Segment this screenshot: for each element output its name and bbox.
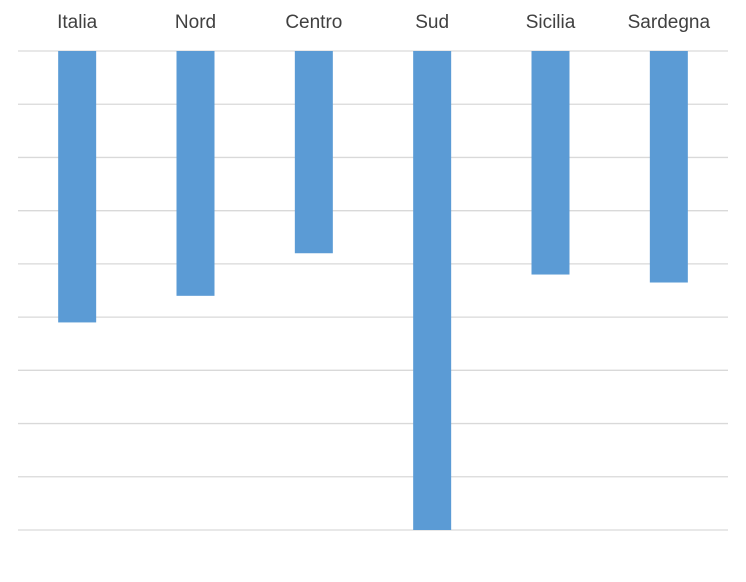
bar-sicilia	[531, 51, 570, 275]
gridlines	[18, 50, 728, 531]
category-labels: Italia Nord Centro Sud Sicilia Sardegna	[57, 12, 710, 33]
bar-nord	[176, 51, 215, 296]
bar-sardegna	[649, 51, 688, 283]
category-label-nord: Nord	[175, 12, 216, 33]
bars	[58, 51, 688, 530]
bar-centro	[294, 51, 333, 254]
category-label-centro: Centro	[285, 12, 342, 33]
bar-italia	[58, 51, 97, 323]
category-label-italia: Italia	[57, 12, 98, 33]
bar-sud	[413, 51, 452, 530]
category-label-sardegna: Sardegna	[628, 12, 711, 33]
category-label-sicilia: Sicilia	[526, 12, 576, 33]
category-label-sud: Sud	[415, 12, 449, 33]
